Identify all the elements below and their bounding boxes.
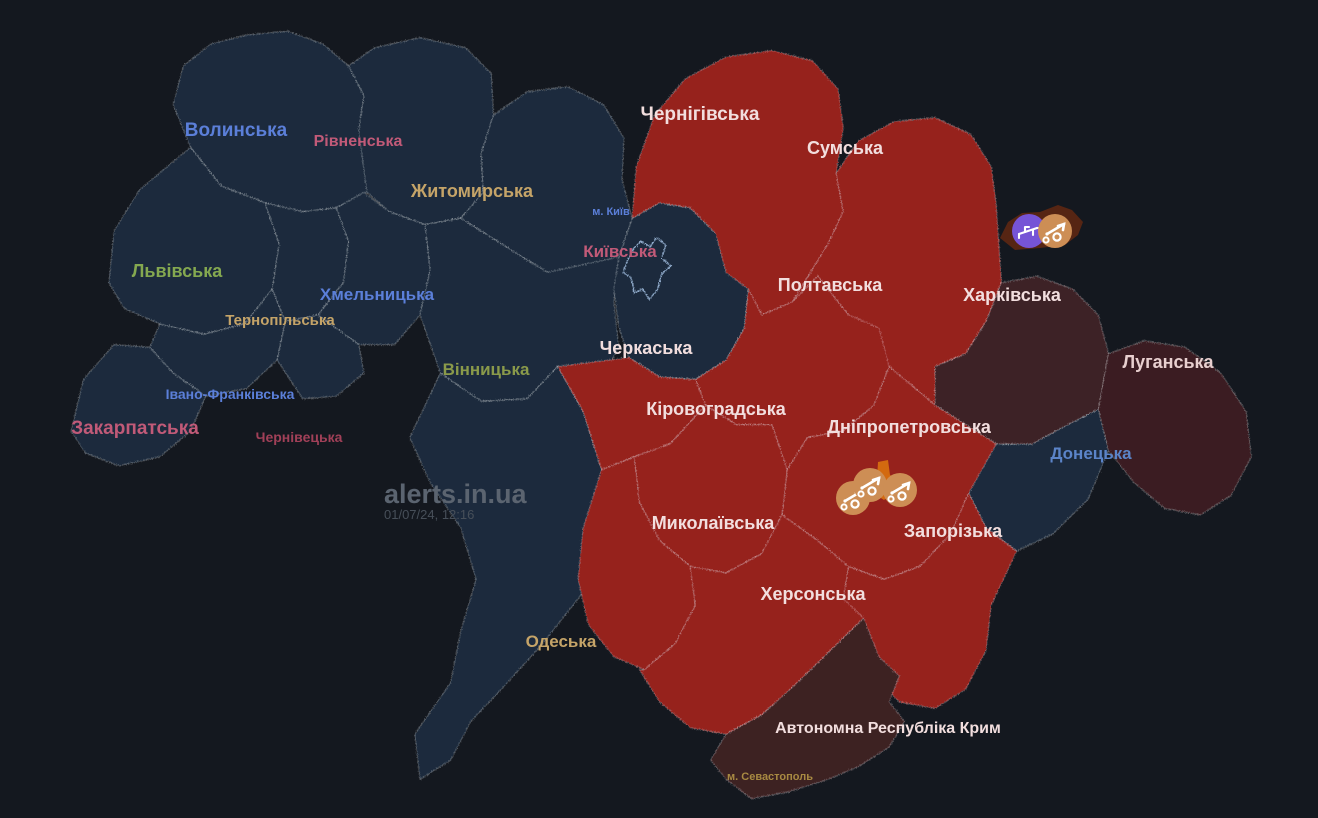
svg-text:Херсонська: Херсонська bbox=[761, 584, 867, 604]
svg-text:Івано-Франківська: Івано-Франківська bbox=[166, 386, 295, 402]
svg-text:Рівненська: Рівненська bbox=[314, 133, 403, 150]
svg-text:Одеська: Одеська bbox=[526, 632, 597, 651]
svg-text:Донецька: Донецька bbox=[1050, 444, 1132, 463]
svg-text:Автономна Республіка Крим: Автономна Республіка Крим bbox=[775, 720, 1001, 737]
svg-text:м. Севастополь: м. Севастополь bbox=[727, 771, 813, 783]
svg-text:Вінницька: Вінницька bbox=[443, 360, 530, 379]
svg-text:Житомирська: Житомирська bbox=[410, 181, 534, 201]
svg-text:alerts.in.ua: alerts.in.ua bbox=[384, 479, 528, 509]
svg-text:01/07/24, 12:16: 01/07/24, 12:16 bbox=[384, 507, 474, 522]
svg-text:Хмельницька: Хмельницька bbox=[320, 285, 435, 304]
svg-text:Волинська: Волинська bbox=[185, 120, 288, 141]
svg-text:Дніпропетровська: Дніпропетровська bbox=[827, 417, 992, 437]
svg-text:Київська: Київська bbox=[583, 242, 657, 261]
svg-text:Полтавська: Полтавська bbox=[778, 275, 883, 295]
svg-text:Запорізька: Запорізька bbox=[904, 521, 1003, 541]
svg-text:Тернопільська: Тернопільська bbox=[225, 312, 335, 329]
svg-text:Харківська: Харківська bbox=[963, 285, 1062, 305]
svg-text:Миколаївська: Миколаївська bbox=[652, 513, 776, 533]
svg-text:Львівська: Львівська bbox=[132, 261, 223, 281]
svg-text:Чернівецька: Чернівецька bbox=[256, 429, 343, 445]
svg-text:Луганська: Луганська bbox=[1122, 352, 1214, 372]
svg-text:Чернігівська: Чернігівська bbox=[640, 104, 759, 125]
svg-text:Сумська: Сумська bbox=[807, 138, 884, 158]
svg-text:м. Київ: м. Київ bbox=[592, 206, 630, 218]
svg-text:Черкаська: Черкаська bbox=[600, 338, 694, 358]
svg-text:Закарпатська: Закарпатська bbox=[71, 418, 199, 439]
svg-text:Кіровоградська: Кіровоградська bbox=[646, 399, 787, 419]
